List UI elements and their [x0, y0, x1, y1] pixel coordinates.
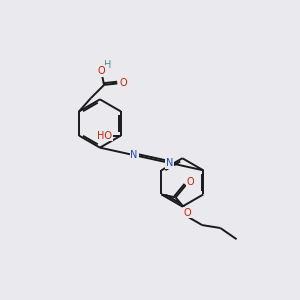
- Text: O: O: [97, 66, 105, 76]
- Text: H: H: [104, 61, 111, 70]
- Text: O: O: [119, 79, 127, 88]
- Text: N: N: [130, 150, 138, 160]
- Text: HO: HO: [97, 130, 112, 141]
- Text: O: O: [187, 177, 194, 187]
- Text: O: O: [184, 208, 191, 218]
- Text: N: N: [166, 158, 173, 168]
